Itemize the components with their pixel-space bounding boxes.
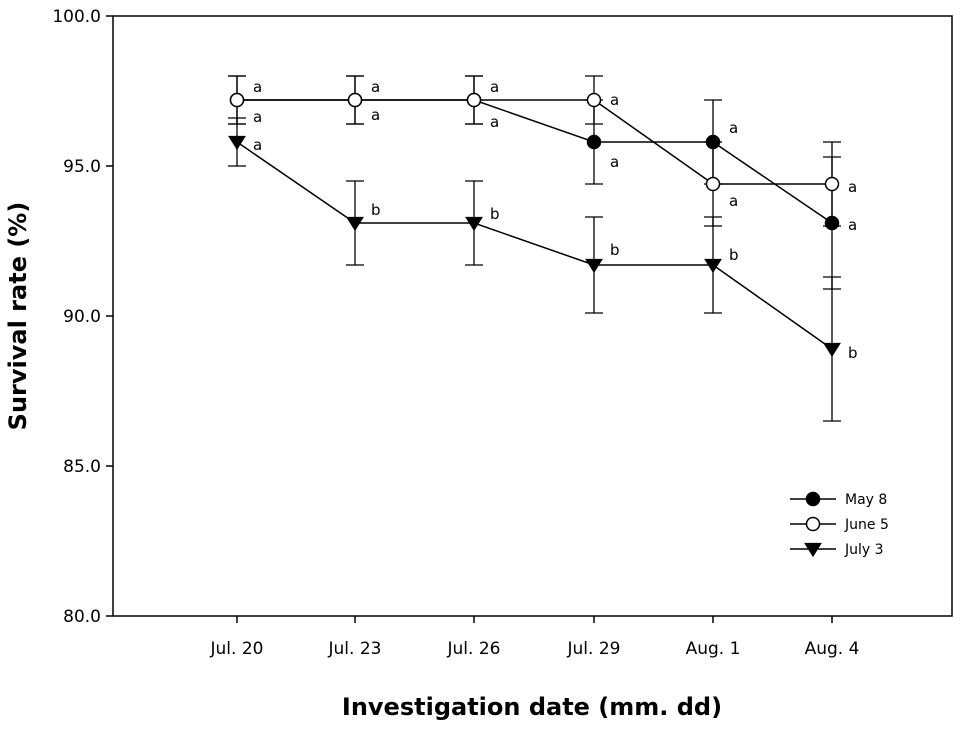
data-point — [705, 176, 721, 192]
y-tick-label-2: 90.0 — [63, 307, 101, 327]
significance-letter: b — [848, 344, 858, 362]
series-line — [237, 99, 832, 185]
data-point — [824, 176, 840, 192]
significance-letter: a — [253, 78, 262, 96]
significance-letter: a — [610, 91, 619, 109]
significance-letter: a — [490, 113, 499, 131]
y-tick-label-0: 80.0 — [63, 607, 101, 627]
series-line — [236, 141, 833, 350]
legend-label-1: June 5 — [844, 517, 889, 533]
y-tick-label-3: 95.0 — [63, 157, 101, 177]
x-tick-label-3: Jul. 29 — [567, 639, 621, 659]
y-tick-label-1: 85.0 — [63, 457, 101, 477]
data-point — [347, 92, 363, 108]
series-line — [237, 99, 833, 224]
data-point — [228, 135, 246, 151]
significance-letter: a — [371, 78, 380, 96]
data-point — [704, 258, 722, 274]
x-tick-label-4: Aug. 1 — [686, 639, 741, 659]
x-tick-label-5: Aug. 4 — [805, 639, 860, 659]
data-point — [346, 216, 364, 232]
significance-letter: a — [490, 78, 499, 96]
significance-letter: b — [490, 205, 500, 223]
y-tick-label-4: 100.0 — [52, 7, 101, 27]
series-july-3: a b b b b b — [228, 117, 858, 422]
significance-letter: a — [253, 136, 262, 154]
legend-marker-0 — [805, 491, 821, 507]
x-tick-label-0: Jul. 20 — [210, 639, 264, 659]
data-point — [586, 92, 602, 108]
x-axis-title: Investigation date (mm. dd) — [342, 693, 722, 721]
data-point — [466, 92, 482, 108]
data-point — [823, 342, 841, 358]
significance-letter: a — [848, 178, 857, 196]
data-point — [465, 216, 483, 232]
significance-letter: a — [371, 106, 380, 124]
data-point — [229, 92, 245, 108]
significance-letter: a — [848, 216, 857, 234]
significance-letter: a — [610, 153, 619, 171]
significance-letter: a — [253, 108, 262, 126]
data-point — [585, 258, 603, 274]
significance-letter: b — [371, 201, 381, 219]
legend-label-0: May 8 — [845, 492, 887, 508]
legend-marker-2 — [804, 542, 822, 558]
significance-letter: b — [729, 246, 739, 264]
legend-marker-1 — [805, 516, 821, 532]
x-tick-label-2: Jul. 26 — [447, 639, 501, 659]
legend-label-2: July 3 — [844, 542, 884, 558]
y-axis-title: Survival rate (%) — [4, 202, 32, 431]
x-tick-label-1: Jul. 23 — [328, 639, 382, 659]
data-point — [586, 134, 602, 150]
significance-letter: a — [729, 192, 738, 210]
significance-letter: a — [729, 119, 738, 137]
significance-letter: b — [610, 241, 620, 259]
